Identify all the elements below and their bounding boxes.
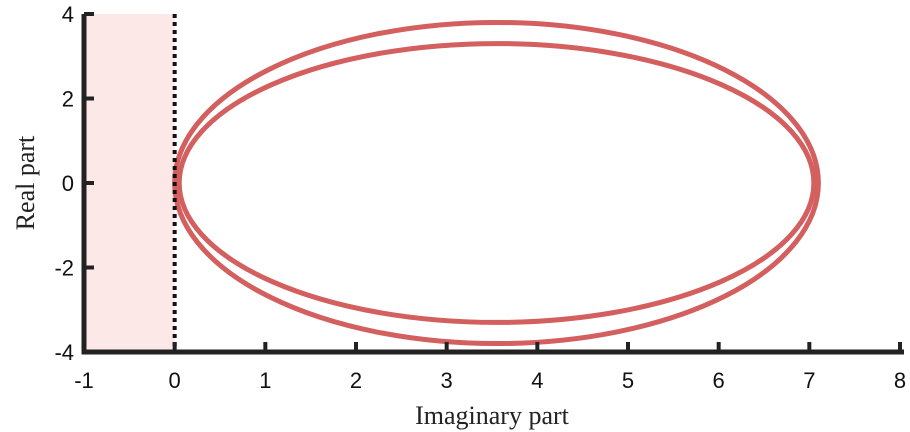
x-tick-label: 7 — [803, 368, 815, 393]
y-tick-label: -2 — [54, 256, 74, 281]
x-tick-label: 6 — [713, 368, 725, 393]
x-tick-label: 8 — [894, 368, 906, 393]
y-tick-label: 0 — [62, 171, 74, 196]
series-1-curve — [172, 19, 821, 347]
x-tick-label: 4 — [531, 368, 543, 393]
x-tick-label: 0 — [169, 368, 181, 393]
y-axis-title: Real part — [11, 135, 40, 230]
y-tick-label: -4 — [54, 340, 74, 365]
y-tick-label: 2 — [62, 87, 74, 112]
x-tick-label: 3 — [441, 368, 453, 393]
x-tick-label: 5 — [622, 368, 634, 393]
x-tick-label: 2 — [350, 368, 362, 393]
unstable-region-shade — [84, 14, 175, 352]
y-tick-label: 4 — [62, 2, 74, 27]
x-tick-label: -1 — [74, 368, 94, 393]
series-2-curve — [176, 41, 817, 325]
x-tick-label: 1 — [259, 368, 271, 393]
x-axis-title: Imaginary part — [415, 401, 570, 430]
